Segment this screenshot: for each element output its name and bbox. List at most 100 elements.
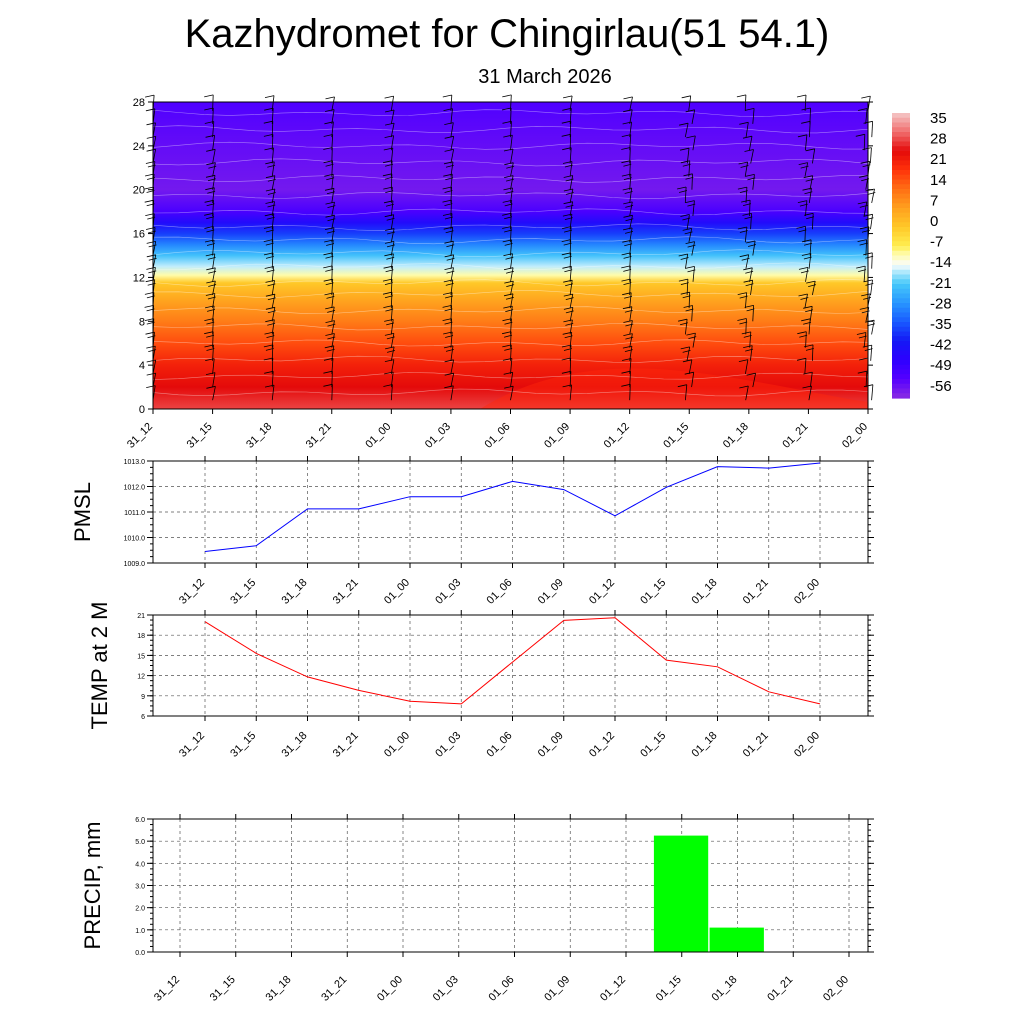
wind-barb-shaft bbox=[569, 384, 572, 401]
pmsl-xtick-label: 31_21 bbox=[331, 577, 361, 607]
wind-barb-flag bbox=[265, 280, 275, 283]
wind-barb-shaft bbox=[212, 280, 216, 296]
colorbar-segment bbox=[892, 369, 910, 375]
wind-barb-shaft bbox=[510, 253, 513, 269]
wind-barb-shaft bbox=[629, 96, 633, 111]
wind-barb-flag bbox=[680, 322, 688, 326]
wind-barb-flag bbox=[563, 188, 573, 192]
wind-barb-shaft bbox=[745, 292, 748, 309]
wind-barb-flag bbox=[204, 212, 214, 216]
wind-barb-flag bbox=[204, 331, 214, 335]
heatmap-ytick-label: 0 bbox=[139, 404, 145, 416]
precip-xtick-label: 01_15 bbox=[654, 974, 684, 1004]
wind-barb-flag bbox=[804, 242, 812, 246]
wind-barb-flag bbox=[738, 161, 748, 165]
wind-barb-shaft bbox=[870, 279, 873, 296]
wind-barb-flag bbox=[205, 253, 215, 257]
heatmap-ytick-label: 24 bbox=[133, 141, 145, 153]
wind-barb-shaft bbox=[212, 318, 214, 335]
temp-2m-xtick-label: 31_21 bbox=[331, 730, 361, 760]
wind-barb-flag bbox=[747, 177, 756, 181]
wind-barb-shaft bbox=[744, 161, 748, 177]
wind-barb-flag bbox=[687, 244, 696, 248]
temp-2m-xtick-label: 01_12 bbox=[587, 730, 617, 760]
wind-barb-flag bbox=[323, 383, 333, 387]
precip-xtick-label: 31_18 bbox=[264, 974, 294, 1004]
pmsl-frame bbox=[152, 460, 869, 564]
wind-barb-shaft bbox=[569, 134, 572, 151]
wind-barb-flag bbox=[147, 164, 156, 168]
wind-barb-shaft bbox=[691, 241, 695, 256]
precip-xtick-label: 02_00 bbox=[821, 974, 851, 1004]
wind-barb-flag bbox=[623, 320, 633, 323]
colorbar-segment bbox=[892, 184, 910, 190]
wind-barb-flag bbox=[384, 333, 394, 336]
wind-barb-shaft bbox=[212, 135, 215, 151]
wind-barb-shaft bbox=[805, 134, 808, 151]
wind-barb-flag bbox=[565, 297, 574, 300]
wind-barb-shaft bbox=[450, 318, 452, 335]
wind-barb-flag bbox=[504, 216, 513, 220]
wind-barb-shaft bbox=[629, 333, 633, 348]
wind-barb-flag bbox=[686, 135, 696, 139]
wind-barb-shaft bbox=[745, 254, 750, 269]
wind-barb-flag bbox=[206, 334, 215, 338]
precip-ytick-label: 3.0 bbox=[135, 884, 145, 891]
wind-barb-flag bbox=[857, 201, 867, 205]
wind-barb-shaft bbox=[629, 358, 632, 374]
colorbar-label: 35 bbox=[930, 110, 947, 127]
wind-barb-shaft bbox=[271, 161, 275, 177]
temp-2m-xtick-label: 01_21 bbox=[741, 730, 771, 760]
wind-barb-flag bbox=[325, 320, 335, 323]
wind-barb-shaft bbox=[212, 344, 214, 361]
wind-barb-flag bbox=[625, 231, 633, 234]
wind-barb-shaft bbox=[809, 107, 811, 124]
wind-barb-flag bbox=[682, 295, 691, 299]
wind-barb-flag bbox=[678, 278, 688, 282]
precip-ytick-label: 0.0 bbox=[135, 950, 145, 957]
wind-barb-shaft bbox=[808, 385, 812, 401]
wind-barb-flag bbox=[502, 331, 512, 335]
wind-barb-flag bbox=[265, 188, 275, 192]
pmsl-xtick-label: 01_15 bbox=[638, 577, 668, 607]
wind-barb-shaft bbox=[510, 344, 512, 361]
wind-barb-flag bbox=[623, 269, 632, 272]
wind-barb-flag bbox=[147, 216, 156, 220]
wind-barb-shaft bbox=[569, 214, 573, 230]
wind-barb-flag bbox=[561, 252, 571, 256]
colorbar-segment bbox=[892, 312, 910, 318]
wind-barb-shaft bbox=[271, 319, 275, 335]
wind-barb-shaft bbox=[510, 331, 512, 348]
wind-barb-shaft bbox=[271, 201, 275, 217]
wind-barb-flag bbox=[863, 297, 872, 300]
wind-barb-flag bbox=[685, 200, 695, 203]
wind-barb-flag bbox=[679, 122, 689, 126]
wind-barb-shaft bbox=[691, 372, 695, 388]
temp-2m-ylabel: TEMP at 2 M bbox=[87, 602, 112, 730]
wind-barb-shaft bbox=[629, 134, 632, 151]
wind-barb-flag bbox=[682, 228, 692, 231]
wind-barb-flag bbox=[385, 190, 394, 193]
wind-barb-flag bbox=[737, 226, 747, 230]
wind-barb-shaft bbox=[871, 320, 875, 335]
wind-barb-flag bbox=[504, 203, 513, 207]
wind-barb-shaft bbox=[809, 121, 811, 138]
wind-barb-flag bbox=[382, 291, 393, 295]
wind-barb-shaft bbox=[629, 252, 631, 269]
wind-barb-flag bbox=[445, 295, 453, 299]
wind-barb-shaft bbox=[629, 371, 631, 388]
colorbar-segment bbox=[892, 379, 910, 385]
wind-barb-flag bbox=[382, 278, 393, 282]
wind-barb-flag bbox=[265, 242, 274, 246]
wind-barb-flag bbox=[325, 214, 335, 218]
wind-barb-flag bbox=[744, 149, 754, 152]
colorbar-segment bbox=[892, 336, 910, 342]
wind-barb-flag bbox=[796, 226, 806, 229]
wind-barb-flag bbox=[624, 349, 633, 352]
wind-barb-flag bbox=[746, 240, 756, 244]
wind-barb-flag bbox=[263, 252, 274, 256]
wind-barb-shaft bbox=[212, 331, 214, 348]
wind-barb-flag bbox=[326, 230, 335, 234]
wind-barb-flag bbox=[443, 345, 454, 349]
precip-xtick-label: 01_12 bbox=[598, 974, 628, 1004]
